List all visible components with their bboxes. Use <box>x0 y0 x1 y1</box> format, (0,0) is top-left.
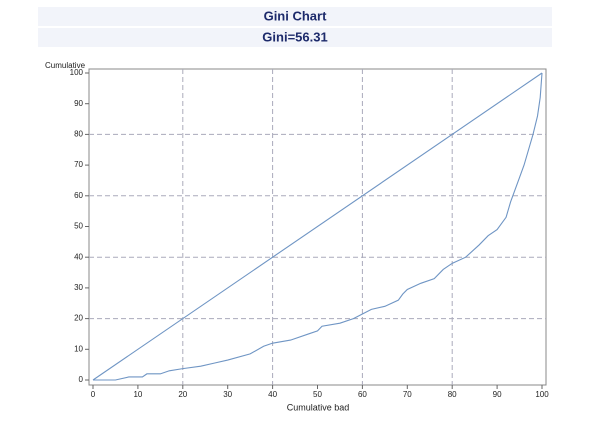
x-tick-label: 30 <box>223 390 232 399</box>
y-tick-label: 40 <box>74 252 83 261</box>
title-band <box>38 7 552 26</box>
x-tick-label: 50 <box>313 390 322 399</box>
x-tick-label: 70 <box>403 390 412 399</box>
chart-title: Gini Chart <box>264 8 328 23</box>
y-tick-label: 30 <box>74 283 83 292</box>
x-tick-label: 60 <box>358 390 367 399</box>
y-tick-label: 80 <box>74 130 83 139</box>
y-tick-label: 50 <box>74 222 83 231</box>
y-tick-label: 0 <box>79 375 84 384</box>
x-tick-label: 0 <box>91 390 96 399</box>
y-tick-label: 100 <box>70 68 84 77</box>
y-tick-label: 90 <box>74 99 83 108</box>
x-tick-label: 100 <box>535 390 549 399</box>
y-tick-label: 20 <box>74 314 83 323</box>
chart-subtitle: Gini=56.31 <box>262 29 327 44</box>
x-tick-label: 90 <box>493 390 502 399</box>
y-tick-label: 70 <box>74 160 83 169</box>
series-line <box>93 72 543 381</box>
subtitle-band <box>38 28 552 47</box>
x-tick-label: 80 <box>448 390 457 399</box>
y-tick-label: 60 <box>74 191 83 200</box>
x-tick-label: 40 <box>268 390 277 399</box>
y-tick-label: 10 <box>74 344 83 353</box>
x-tick-label: 20 <box>178 390 187 399</box>
series-line <box>92 72 543 381</box>
x-tick-label: 10 <box>133 390 142 399</box>
x-axis-label: Cumulative bad <box>287 402 350 412</box>
y-axis-label: Cumulative <box>45 61 86 70</box>
